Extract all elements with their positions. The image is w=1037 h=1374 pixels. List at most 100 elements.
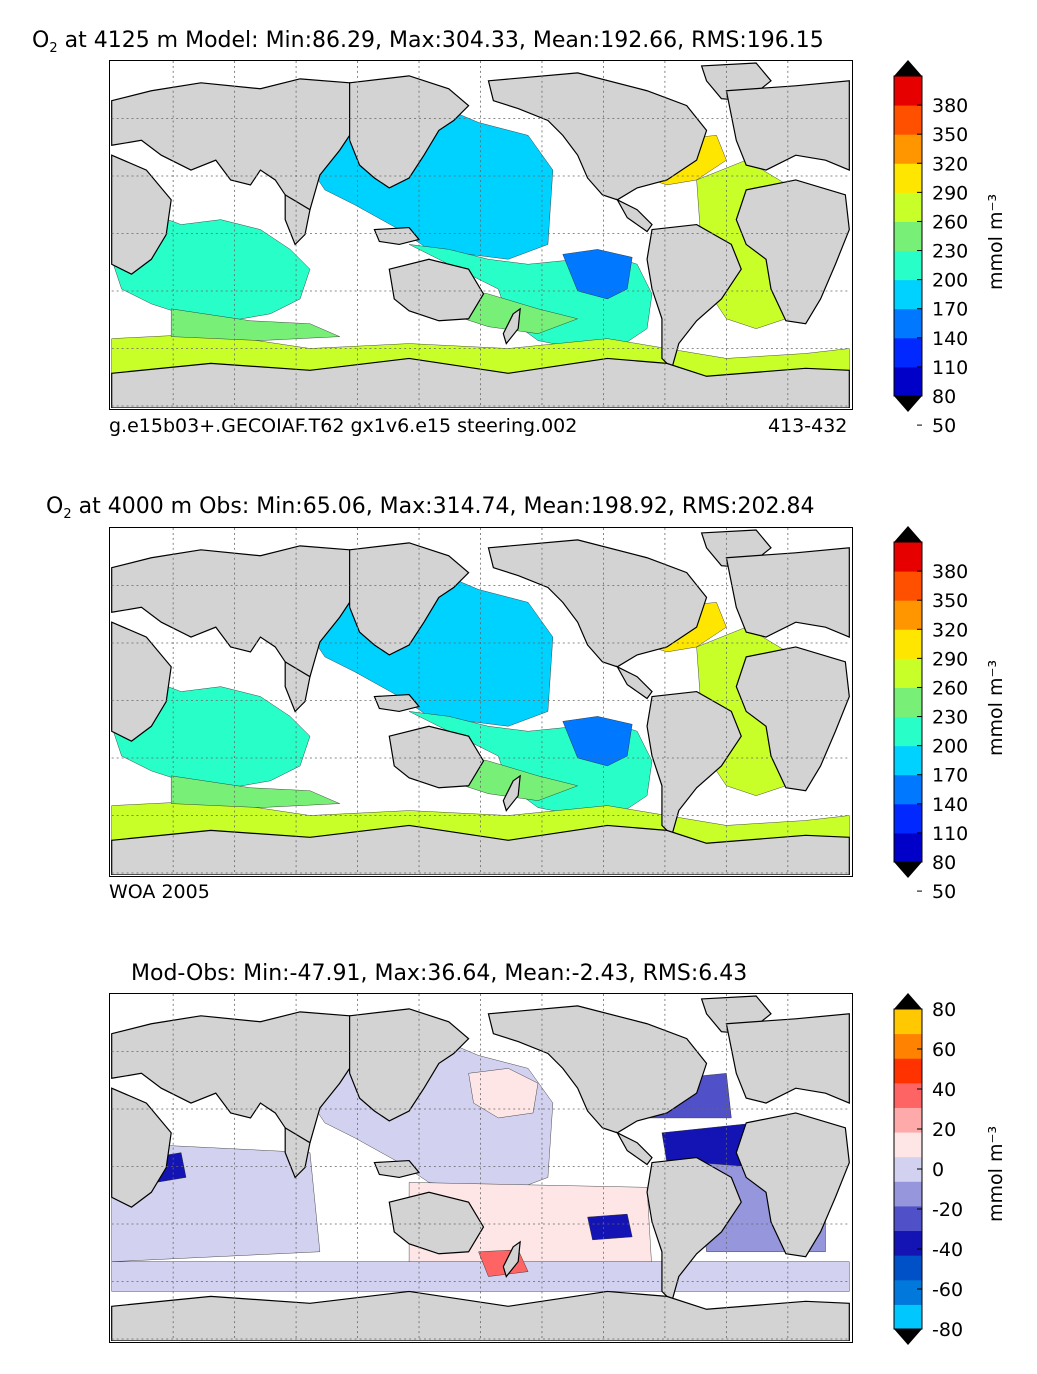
land-11 [735, 1112, 850, 1258]
panel2-colorbar: 380 350 320 290 260 230 200 170 140 110 80 50 [893, 526, 1024, 903]
land-9 [615, 665, 653, 700]
colorbar-segment-9 [894, 600, 922, 630]
graticule [111, 528, 850, 875]
graticule [111, 61, 850, 408]
colorbar-tick-label: 0 [932, 1159, 944, 1181]
colorbar-tick-label: 110 [932, 357, 968, 379]
colorbar-segment-5 [894, 716, 922, 747]
colorbar-tick-label: 320 [932, 619, 968, 641]
colorbar-segment-6 [894, 687, 922, 718]
land-3 [284, 193, 311, 246]
colorbar-tick-label: 380 [932, 561, 968, 583]
panel1-colorbar: 380 350 320 290 260 230 200 170 140 110 80 50 [893, 60, 1024, 437]
colorbar-segment-7 [894, 192, 922, 222]
panel3-colorbar-unit: mmol m⁻³ [985, 1125, 1007, 1222]
colorbar-segment-13 [894, 1009, 922, 1035]
land-10 [646, 1156, 742, 1303]
panel2-colorbar-unit: mmol m⁻³ [985, 659, 1007, 756]
colorbar-tick-label: 170 [932, 299, 968, 321]
colorbar-tick-label: 20 [932, 1119, 956, 1141]
colorbar-segment-10 [894, 571, 922, 601]
colorbar-tick-label: 80 [932, 999, 956, 1021]
colorbar-segment-3 [894, 308, 922, 339]
panel1-map [109, 60, 853, 410]
colorbar-segment-4 [894, 1230, 922, 1256]
colorbar-segment-5 [894, 250, 922, 281]
colorbar-segment-4 [894, 745, 922, 776]
land-13 [111, 1290, 850, 1341]
panel2-title: O2 at 4000 m Obs: Min:65.06, Max:314.74,… [46, 494, 815, 522]
land-11 [735, 179, 850, 325]
colorbar-tick-label: 320 [932, 153, 968, 175]
land-1 [349, 1008, 470, 1122]
land-10 [646, 223, 742, 370]
colorbar-extend-max [894, 60, 922, 76]
panel2-source-label: WOA 2005 [109, 881, 210, 903]
colorbar-segment-4 [894, 279, 922, 310]
land-10 [646, 690, 742, 837]
colorbar-extend-max [894, 526, 922, 542]
colorbar-tick-label: 60 [932, 1039, 956, 1061]
land-2 [111, 154, 172, 275]
colorbar-tick-label: 200 [932, 270, 968, 292]
land-1 [349, 75, 470, 189]
colorbar-tick-label: 50 [932, 881, 956, 903]
colorbar-tick-label: 170 [932, 765, 968, 787]
data-region-9 [587, 1213, 633, 1241]
colorbar-segment-1 [894, 1304, 922, 1330]
colorbar-segment-3 [894, 1255, 922, 1281]
colorbar-segment-7 [894, 658, 922, 688]
colorbar-segment-5 [894, 1205, 922, 1232]
land-6 [502, 774, 521, 812]
colorbar-tick-label: 380 [932, 95, 968, 117]
colorbar-segment-1 [894, 832, 922, 863]
colorbar-tick-label: 80 [932, 386, 956, 408]
land-4 [373, 226, 421, 246]
colorbar-tick-label: -60 [932, 1279, 963, 1301]
land-9 [615, 198, 653, 233]
colorbar-segment-8 [894, 629, 922, 659]
land-5 [388, 1191, 485, 1255]
colorbar-segment-9 [894, 1107, 922, 1133]
colorbar-tick-label: 260 [932, 677, 968, 699]
colorbar-segment-8 [894, 1132, 922, 1158]
colorbar-segment-2 [894, 803, 922, 834]
colorbar-tick-label: 110 [932, 823, 968, 845]
colorbar-segment-2 [894, 1279, 922, 1305]
panel2-map [109, 527, 853, 877]
colorbar-tick-label: 230 [932, 241, 968, 263]
land-1 [349, 542, 470, 656]
colorbar-segment-9 [894, 134, 922, 164]
panel1-years-label: 413-432 [768, 415, 848, 437]
colorbar-segment-12 [894, 1033, 922, 1059]
colorbar-tick-label: 40 [932, 1079, 956, 1101]
land-2 [111, 1087, 172, 1208]
land-5 [388, 258, 485, 322]
panel1-run-label: g.e15b03+.GECOIAF.T62 gx1v6.e15 steering… [109, 415, 578, 437]
colorbar-tick-label: 350 [932, 124, 968, 146]
colorbar-segment-10 [894, 105, 922, 135]
colorbar-extend-min [894, 862, 922, 878]
colorbar-extend-max [894, 993, 922, 1009]
land-3 [284, 660, 311, 713]
data-region-3 [562, 249, 633, 300]
colorbar-segment-2 [894, 337, 922, 368]
colorbar-segment-11 [894, 542, 922, 572]
land-4 [373, 693, 421, 713]
colorbar-tick-label: 200 [932, 736, 968, 758]
land-6 [502, 1240, 521, 1278]
data-region-7 [170, 308, 340, 341]
panel3-colorbar: 80 60 40 20 0 -20 -40 -60 -80 [893, 993, 1024, 1345]
panel3-title: Mod-Obs: Min:-47.91, Max:36.64, Mean:-2.… [131, 961, 748, 986]
colorbar-segment-3 [894, 774, 922, 805]
colorbar-segment-6 [894, 1181, 922, 1207]
data-region-7 [170, 775, 340, 808]
colorbar-segment-10 [894, 1082, 922, 1108]
colorbar-segment-11 [894, 1058, 922, 1084]
colorbar-extend-min [894, 396, 922, 412]
colorbar-tick-label: 80 [932, 852, 956, 874]
colorbar-extend-min [894, 1329, 922, 1345]
colorbar-tick-label: 140 [932, 328, 968, 350]
colorbar-tick-label: -80 [932, 1319, 963, 1341]
colorbar-tick-label: -20 [932, 1199, 963, 1221]
